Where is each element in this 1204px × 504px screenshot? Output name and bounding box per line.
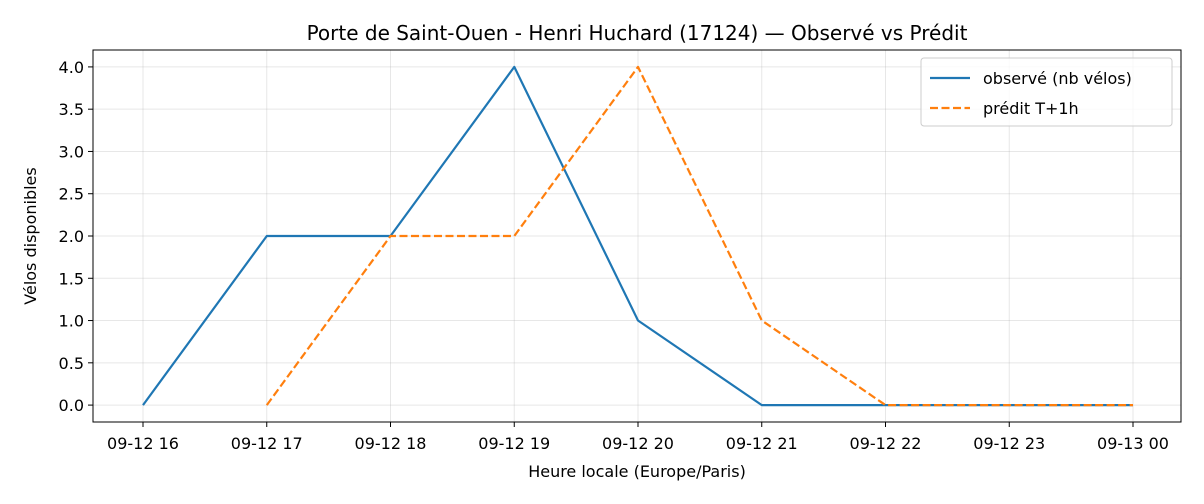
y-tick-label: 4.0 [59, 58, 84, 77]
legend-label: observé (nb vélos) [983, 69, 1132, 88]
y-tick-label: 1.5 [59, 269, 84, 288]
x-tick-label: 09-12 21 [726, 434, 798, 453]
series-line-predicted [265, 65, 1133, 407]
x-tick-label: 09-12 23 [973, 434, 1045, 453]
y-tick-label: 3.5 [59, 100, 84, 119]
x-tick-label: 09-12 17 [231, 434, 303, 453]
y-tick-label: 2.5 [59, 185, 84, 204]
chart-title: Porte de Saint-Ouen - Henri Huchard (171… [307, 21, 968, 45]
x-tick-label: 09-12 16 [107, 434, 179, 453]
x-tick-label: 09-12 19 [478, 434, 550, 453]
y-tick-label: 3.0 [59, 142, 84, 161]
y-axis-label: Vélos disponibles [21, 167, 40, 304]
series-layer [142, 65, 1133, 407]
legend-box [920, 57, 1173, 127]
x-tick-label: 09-12 20 [602, 434, 674, 453]
y-tick-label: 1.0 [59, 312, 84, 331]
legend: observé (nb vélos) prédit T+1h [920, 57, 1173, 127]
x-axis: 09-12 16 09-12 17 09-12 18 09-12 19 09-12 20… [107, 422, 1169, 453]
x-tick-label: 09-12 18 [355, 434, 427, 453]
y-tick-label: 0.0 [59, 396, 84, 415]
series-line-observed [142, 65, 1133, 407]
y-axis: 0.0 0.5 1.0 1.5 2.0 2.5 3.0 3.5 4.0 [59, 58, 93, 415]
x-axis-label: Heure locale (Europe/Paris) [528, 462, 746, 481]
x-tick-label: 09-13 00 [1097, 434, 1169, 453]
y-tick-label: 2.0 [59, 227, 84, 246]
y-tick-label: 0.5 [59, 354, 84, 373]
legend-label: prédit T+1h [983, 99, 1079, 118]
x-tick-label: 09-12 22 [850, 434, 922, 453]
